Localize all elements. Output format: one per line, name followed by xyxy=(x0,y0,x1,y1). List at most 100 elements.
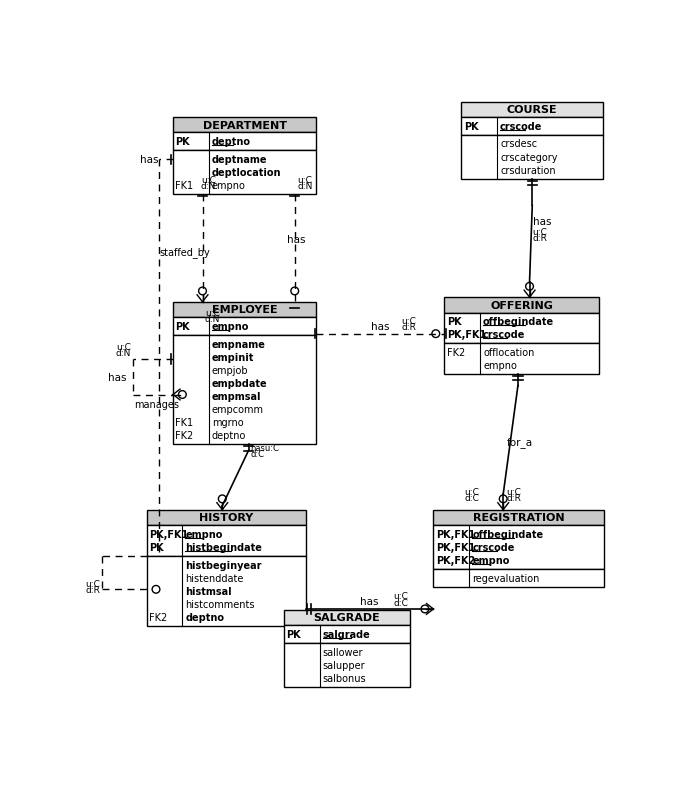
Text: OFFERING: OFFERING xyxy=(491,301,553,310)
Text: regevaluation: regevaluation xyxy=(472,573,540,583)
Bar xyxy=(173,302,317,318)
Bar xyxy=(173,133,317,151)
Text: deptname: deptname xyxy=(212,155,267,164)
Text: d:R: d:R xyxy=(402,323,417,332)
Text: d:N: d:N xyxy=(297,182,313,191)
Text: has: has xyxy=(287,234,306,245)
Text: deptno: deptno xyxy=(212,137,250,147)
Text: histbegindate: histbegindate xyxy=(186,542,262,553)
Text: u:C: u:C xyxy=(86,579,100,588)
Text: histcomments: histcomments xyxy=(186,599,255,610)
Text: crsduration: crsduration xyxy=(500,165,555,176)
Text: empno: empno xyxy=(212,322,249,331)
Text: empname: empname xyxy=(212,339,266,349)
Bar xyxy=(462,136,603,180)
Bar xyxy=(284,626,410,643)
Text: mgrno: mgrno xyxy=(212,418,244,427)
Text: u:C: u:C xyxy=(393,592,408,601)
Text: crscode: crscode xyxy=(483,330,525,340)
Text: u:C: u:C xyxy=(533,228,548,237)
Text: sallower: sallower xyxy=(323,647,363,657)
Bar xyxy=(147,510,306,525)
Text: empjob: empjob xyxy=(212,366,248,375)
Text: u:C: u:C xyxy=(297,176,312,184)
Bar xyxy=(284,643,410,687)
Text: PK,FK1: PK,FK1 xyxy=(149,529,188,539)
Text: PK,FK1: PK,FK1 xyxy=(436,542,475,553)
Text: offlocation: offlocation xyxy=(483,348,535,358)
Text: PK,FK1: PK,FK1 xyxy=(436,529,475,539)
Text: deptlocation: deptlocation xyxy=(212,168,282,178)
Text: u:C: u:C xyxy=(464,487,480,496)
Text: histenddate: histenddate xyxy=(186,573,244,583)
Bar xyxy=(173,335,317,444)
Text: u:C: u:C xyxy=(402,317,417,326)
Text: COURSE: COURSE xyxy=(507,105,558,115)
Text: d:N: d:N xyxy=(116,349,131,358)
Text: DEPARTMENT: DEPARTMENT xyxy=(203,120,287,131)
Text: PK: PK xyxy=(175,137,190,147)
Bar xyxy=(433,569,604,587)
Text: REGISTRATION: REGISTRATION xyxy=(473,512,564,523)
Text: u:C: u:C xyxy=(205,309,219,318)
Text: empbdate: empbdate xyxy=(212,379,268,388)
Text: crscode: crscode xyxy=(500,122,542,132)
Text: d:R: d:R xyxy=(86,585,100,594)
Text: empcomm: empcomm xyxy=(212,405,264,415)
Text: d:R: d:R xyxy=(506,493,521,502)
Text: u:C: u:C xyxy=(506,487,521,496)
Text: has: has xyxy=(108,372,126,383)
Text: empno: empno xyxy=(212,180,246,191)
Text: EMPLOYEE: EMPLOYEE xyxy=(212,305,277,315)
Text: PK: PK xyxy=(464,122,478,132)
Text: d:N: d:N xyxy=(205,314,220,324)
Text: offbegindate: offbegindate xyxy=(483,317,554,327)
Text: empmsal: empmsal xyxy=(212,391,262,402)
Text: histmsal: histmsal xyxy=(186,586,232,596)
Text: PK,FK2: PK,FK2 xyxy=(436,555,475,565)
Text: FK2: FK2 xyxy=(149,612,167,622)
Bar xyxy=(433,525,604,569)
Text: crscategory: crscategory xyxy=(500,152,558,162)
Bar xyxy=(444,344,600,375)
Text: staffed_by: staffed_by xyxy=(160,247,210,257)
Text: FK2: FK2 xyxy=(175,431,194,441)
Text: crsdesc: crsdesc xyxy=(500,140,538,149)
Text: PK: PK xyxy=(446,317,461,327)
Bar xyxy=(462,103,603,118)
Text: hasu:C: hasu:C xyxy=(250,444,279,452)
Bar xyxy=(147,556,306,626)
Text: SALGRADE: SALGRADE xyxy=(314,613,380,622)
Bar xyxy=(284,610,410,626)
Text: d:C: d:C xyxy=(464,493,480,502)
Text: d:C: d:C xyxy=(250,449,264,458)
Bar xyxy=(173,151,317,195)
Bar xyxy=(433,510,604,525)
Text: FK1: FK1 xyxy=(175,418,193,427)
Bar xyxy=(444,298,600,313)
Text: manages: manages xyxy=(135,399,179,409)
Bar xyxy=(173,118,317,133)
Text: empno: empno xyxy=(186,529,223,539)
Bar xyxy=(462,118,603,136)
Text: salupper: salupper xyxy=(323,660,365,670)
Text: for_a: for_a xyxy=(506,437,533,448)
Text: has: has xyxy=(139,155,158,165)
Text: PK,FK1: PK,FK1 xyxy=(446,330,486,340)
Text: PK: PK xyxy=(286,630,301,639)
Text: deptno: deptno xyxy=(186,612,224,622)
Bar xyxy=(444,313,600,344)
Text: HISTORY: HISTORY xyxy=(199,512,253,523)
Bar xyxy=(147,525,306,556)
Text: salbonus: salbonus xyxy=(323,673,366,683)
Text: offbegindate: offbegindate xyxy=(472,529,543,539)
Text: d:N: d:N xyxy=(201,182,217,191)
Text: has: has xyxy=(533,217,551,227)
Text: histbeginyear: histbeginyear xyxy=(186,560,262,570)
Text: u:C: u:C xyxy=(201,176,216,184)
Text: crscode: crscode xyxy=(472,542,515,553)
Text: empno: empno xyxy=(483,361,517,371)
Text: d:C: d:C xyxy=(393,597,408,607)
Text: deptno: deptno xyxy=(212,431,246,441)
Text: FK1: FK1 xyxy=(175,180,193,191)
